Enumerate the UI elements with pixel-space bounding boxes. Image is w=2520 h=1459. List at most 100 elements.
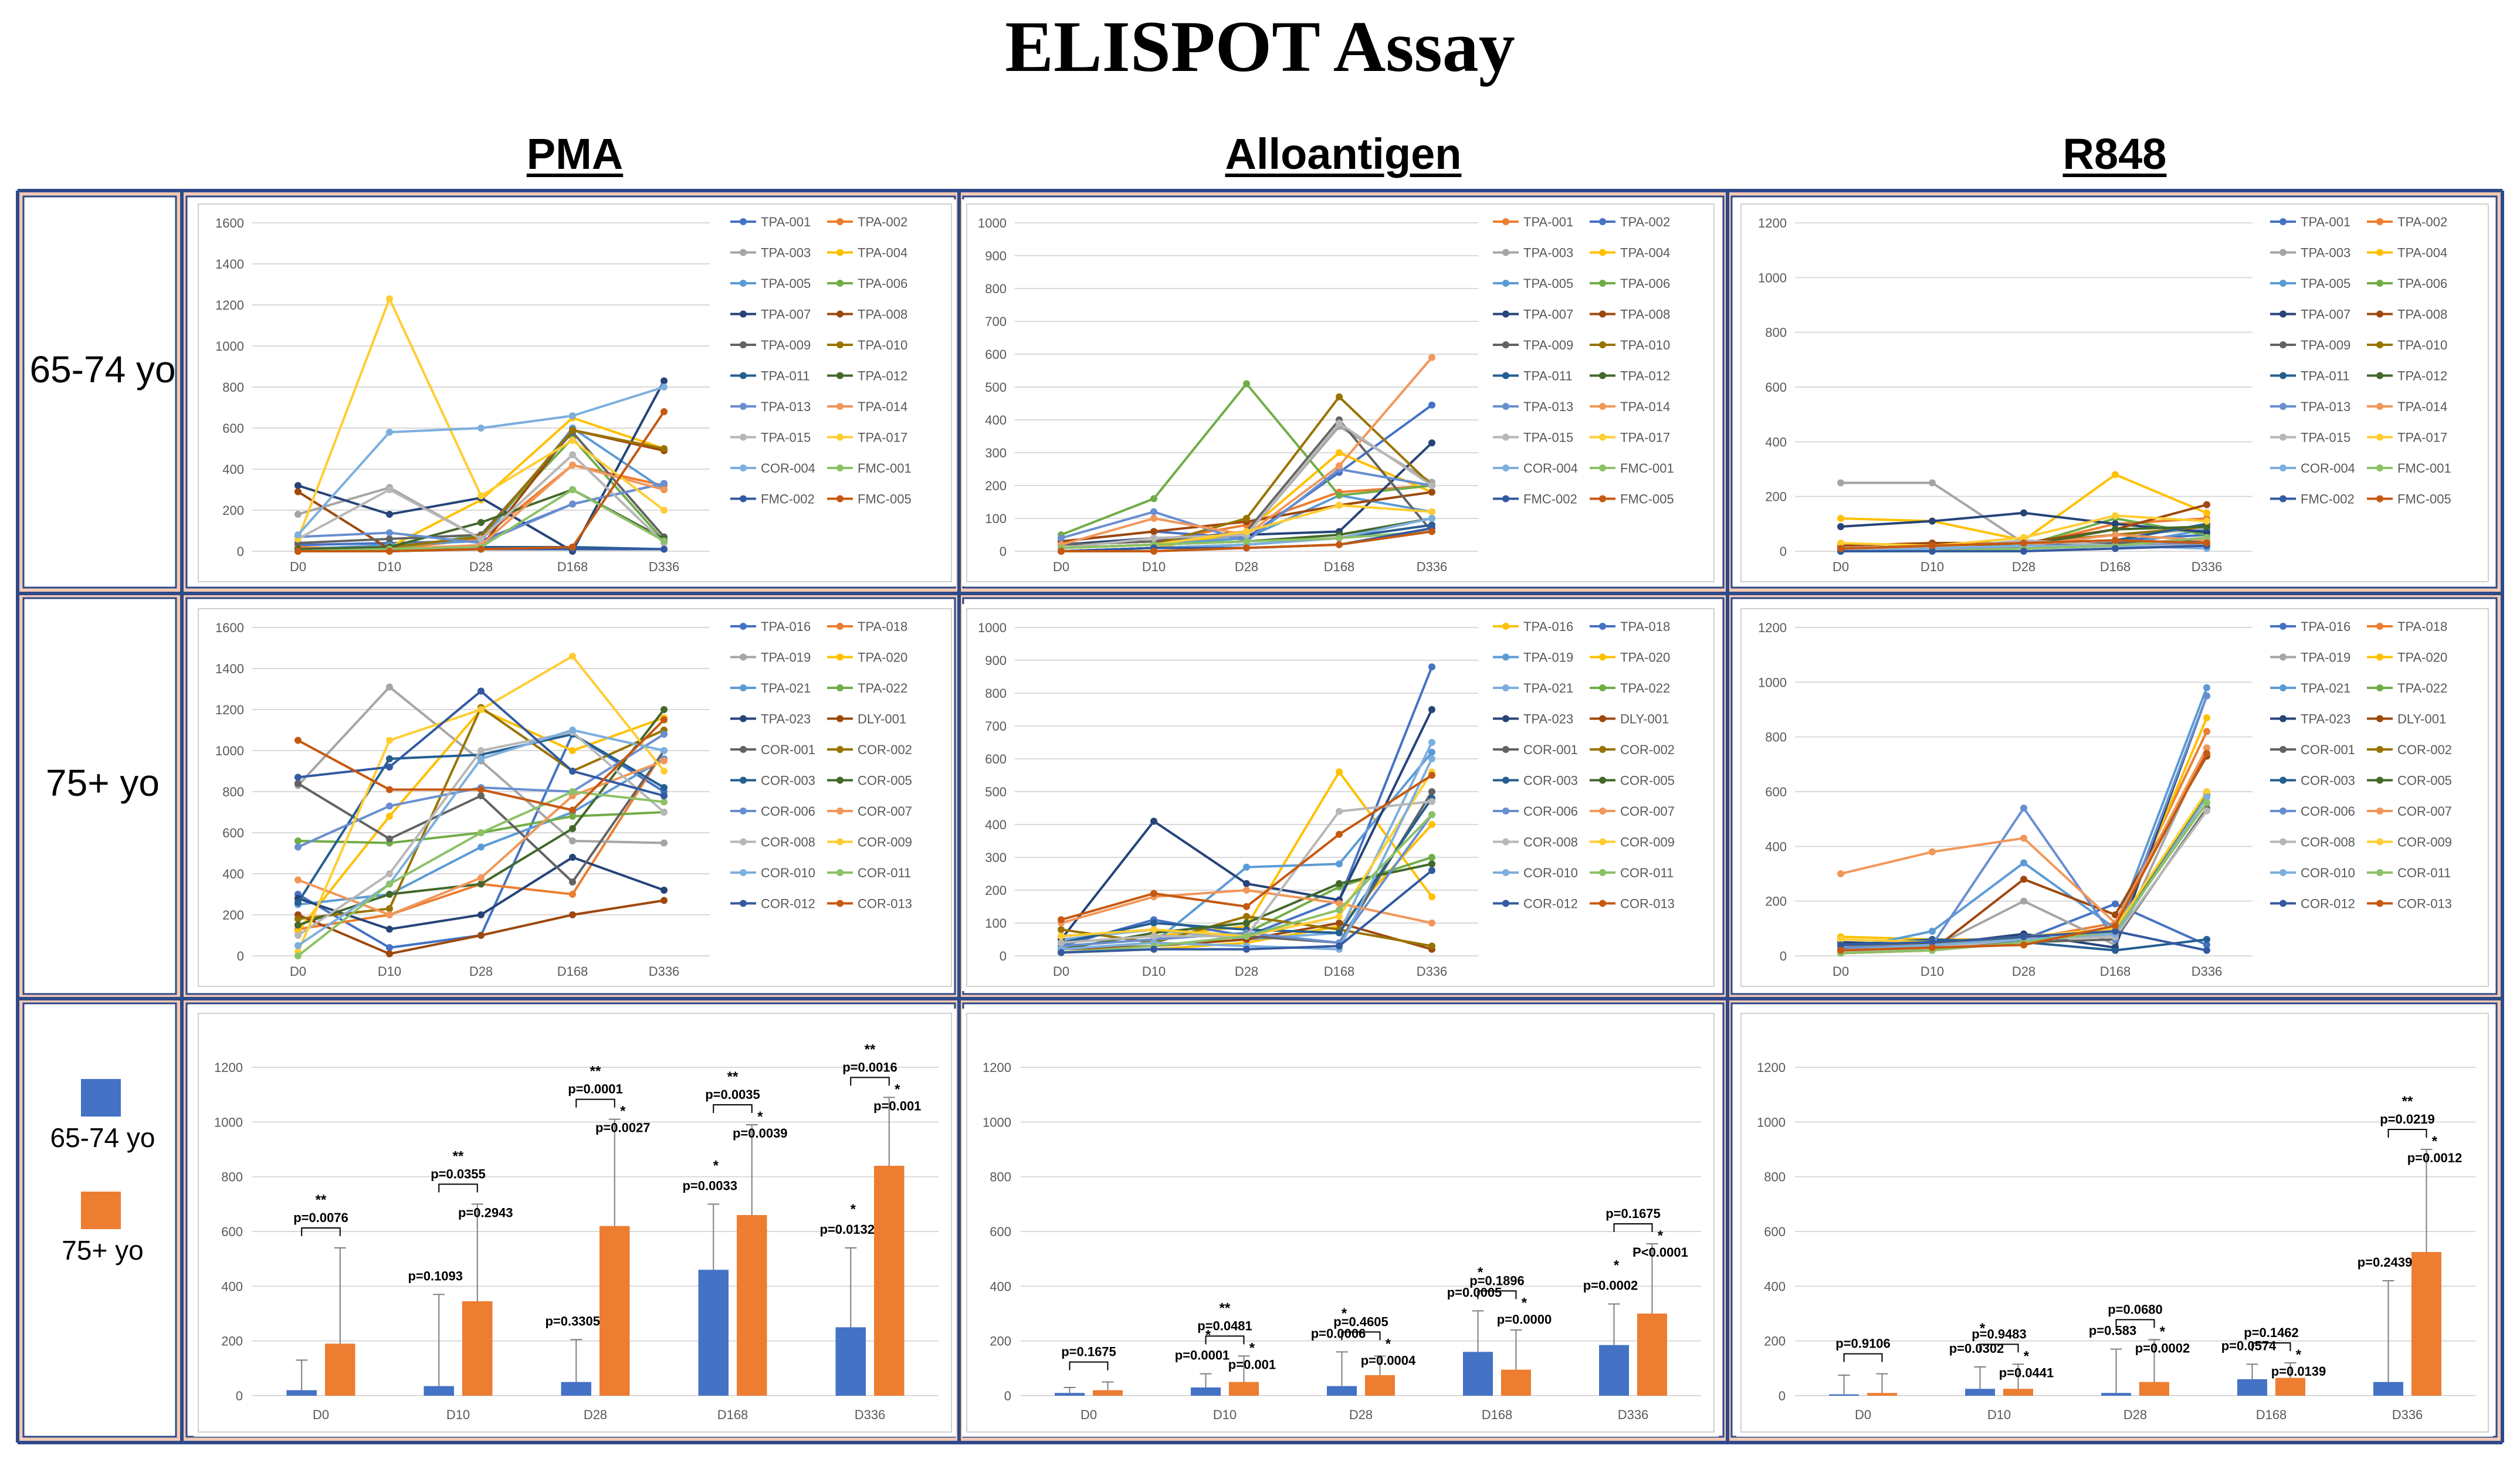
legend-label: TPA-012 [858,369,907,384]
legend-label: TPA-007 [2301,307,2350,322]
young-p-value: p=0.1093 [408,1268,463,1283]
y-tick-label: 900 [985,653,1007,668]
legend-label: TPA-009 [2301,338,2350,352]
data-point-TPA-023 [1243,880,1250,887]
legend-marker-COR-013 [1599,900,1606,907]
column-title-alloantigen: Alloantigen [1225,130,1462,178]
data-point-TPA-013 [1058,534,1065,542]
legend-label: COR-001 [1523,742,1578,757]
legend-label: TPA-016 [761,619,811,634]
data-point-COR-007 [1428,919,1435,927]
data-point-TPA-014 [1150,515,1157,522]
legend-label: TPA-003 [1523,246,1573,260]
bracket-stars: ** [590,1064,601,1080]
y-tick-label: 100 [985,511,1007,526]
legend-label: COR-013 [2397,897,2452,911]
data-point-TPA-019 [569,837,576,844]
bar-65-74 yo-D0 [1829,1394,1859,1396]
data-point-COR-001 [569,878,576,885]
old-p-value: p=0.0000 [1497,1312,1552,1326]
legend-marker-TPA-005 [2279,280,2287,287]
y-tick-label: 400 [222,462,244,477]
bar-65-74 yo-D336 [1599,1345,1630,1396]
legend-marker-TPA-008 [836,310,844,318]
data-point-TPA-021 [2020,859,2027,867]
data-point-DLY-001 [477,932,485,939]
legend-label-65-74: 65-74 yo [50,1122,155,1153]
y-tick-label: 1000 [1758,270,1787,285]
legend-marker-TPA-008 [1599,310,1606,318]
legend-label: COR-010 [2301,866,2355,880]
legend-label: TPA-011 [761,369,810,384]
data-point-TPA-013 [661,480,668,487]
legend-marker-COR-007 [1599,807,1606,815]
legend-marker-TPA-019 [740,653,747,661]
legend-label: COR-009 [858,835,912,850]
data-point-TPA-019 [2020,897,2027,905]
data-point-COR-009 [1837,936,1844,943]
x-tick-label: D0 [1833,559,1849,574]
x-tick-label: D0 [1053,964,1069,979]
data-point-TPA-016 [2203,941,2210,949]
data-point-COR-009 [1336,912,1343,920]
x-tick-label: D168 [1324,559,1355,574]
legend-label: FMC-001 [858,461,912,476]
y-tick-label: 800 [221,1170,243,1185]
legend-label: TPA-020 [1620,650,1670,665]
legend-marker-TPA-011 [740,372,747,379]
legend-label: TPA-020 [858,650,907,665]
legend-marker-TPA-023 [1502,715,1509,722]
young-p-value: p=0.0302 [1949,1341,2004,1356]
data-point-COR-005 [294,921,302,929]
data-point-COR-007 [294,876,302,884]
legend-marker-TPA-004 [1599,249,1606,256]
y-tick-label: 200 [1764,1334,1786,1349]
data-point-COR-005 [1428,860,1435,868]
data-point-COR-009 [477,706,485,713]
legend-label: COR-002 [2397,742,2452,757]
data-point-TPA-023 [1428,706,1435,713]
legend-label: COR-005 [1620,773,1675,788]
bracket-p-value: p=0.1462 [2244,1325,2299,1340]
legend-label: TPA-017 [1620,430,1670,445]
legend-marker-TPA-012 [2376,372,2383,379]
bracket-p-value: p=0.0219 [2380,1112,2435,1127]
data-point-TPA-010 [661,445,668,452]
significance-bracket [1205,1335,1245,1345]
x-tick-label: D336 [855,1407,886,1422]
data-point-TPA-003 [1837,479,1844,487]
old-p-value: p=0.2943 [458,1205,513,1220]
legend-label: TPA-008 [1620,307,1670,322]
data-point-TPA-017 [2112,512,2119,520]
data-point-COR-011 [1428,811,1435,819]
data-point-TPA-013 [1150,508,1157,515]
legend-marker-TPA-016 [2279,623,2287,630]
legend-marker-FMC-001 [836,464,844,471]
legend-label: COR-004 [761,461,815,476]
y-tick-label: 300 [985,850,1007,865]
legend-marker-TPA-010 [836,341,844,348]
data-point-FMC-001 [2203,534,2210,541]
data-point-COR-013 [569,806,576,814]
young-stars: * [713,1158,719,1173]
y-tick-label: 800 [990,1170,1011,1185]
legend-marker-TPA-018 [2376,623,2383,630]
legend-marker-FMC-001 [1599,464,1606,471]
data-point-COR-011 [294,952,302,959]
old-p-value: p=0.0002 [2135,1341,2190,1355]
data-point-COR-009 [1150,926,1157,934]
data-point-COR-001 [477,792,485,799]
data-point-FMC-002 [2112,545,2119,552]
bracket-stars: ** [2402,1094,2413,1109]
data-point-COR-013 [2203,749,2210,757]
bracket-p-value: p=0.0001 [568,1082,623,1097]
legend-marker-TPA-003 [2279,249,2287,256]
legend-marker-TPA-018 [1599,623,1606,630]
data-point-COR-003 [1150,919,1157,927]
data-point-COR-012 [1243,945,1250,953]
legend-label: TPA-014 [1620,399,1670,414]
legend-marker-TPA-010 [1599,341,1606,348]
y-tick-label: 1200 [214,1060,243,1075]
data-point-COR-002 [1243,912,1250,920]
bracket-p-value: p=0.0035 [705,1087,760,1102]
